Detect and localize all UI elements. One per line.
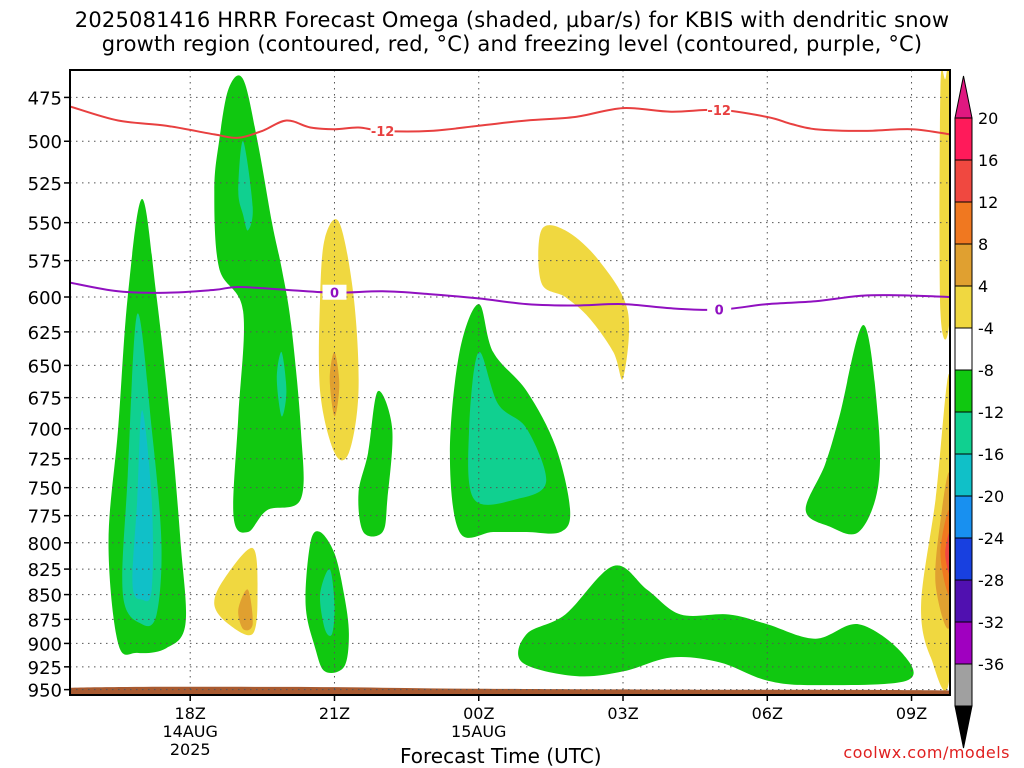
omega-region-5 (276, 351, 287, 417)
x-tick-label: 18Z (175, 704, 206, 723)
omega-region-2 (132, 410, 153, 602)
omega-region-17 (238, 589, 253, 631)
colorbar-swatch-3 (954, 243, 973, 287)
y-tick-label: 650 (28, 356, 62, 377)
y-tick-label: 550 (28, 214, 62, 235)
colorbar-swatch-11 (954, 579, 973, 623)
x-tick-label: 00Z (463, 704, 494, 723)
y-tick-label: 625 (28, 323, 62, 344)
colorbar-label-12: -32 (978, 613, 1004, 632)
colorbar-label-11: -28 (978, 571, 1004, 590)
contour-label-1: -12 (707, 104, 731, 119)
omega-region-13 (318, 219, 359, 461)
y-tick-label: 950 (28, 681, 62, 702)
y-tick-label: 750 (28, 479, 62, 500)
colorbar-label-2: 12 (978, 193, 998, 212)
omega-region-23 (70, 686, 950, 695)
colorbar-label-0: 20 (978, 109, 998, 128)
colorbar-swatch-2 (954, 201, 973, 245)
omega-region-14 (329, 352, 340, 417)
omega-region-21 (945, 531, 950, 575)
y-tick-label: 675 (28, 389, 62, 410)
contour-label-bg (707, 101, 732, 117)
x-axis-label: Forecast Time (UTC) (400, 744, 602, 768)
omega-region-3 (214, 75, 304, 533)
contour-label-0: -12 (371, 125, 395, 140)
colorbar-swatch-13 (954, 663, 973, 707)
x-tick-year: 2025 (170, 740, 211, 759)
colorbar-bottom-arrow (954, 705, 973, 749)
temperature-contours (70, 105, 950, 311)
y-tick-label: 875 (28, 610, 62, 631)
colorbar-top-arrow (954, 75, 973, 119)
contour-labels: -12 -12 0 0 (322, 101, 732, 319)
x-tick-label: 03Z (607, 704, 638, 723)
y-tick-label: 600 (28, 288, 62, 309)
y-axis: 475 500 525 550 575 600 625 650 675 700 725 750 775 8… (28, 88, 70, 702)
colorbar-swatch-0 (954, 117, 973, 161)
y-tick-label: 500 (28, 132, 62, 153)
omega-region-10 (468, 351, 547, 505)
x-tick-label: 21Z (319, 704, 350, 723)
contour-line-0 (70, 105, 950, 139)
y-tick-label: 525 (28, 174, 62, 195)
colorbar-label-4: 4 (978, 277, 988, 296)
omega-region-11 (518, 565, 914, 686)
omega-region-4 (238, 141, 253, 231)
omega-region-8 (358, 390, 393, 537)
chart-title-line2: growth region (contoured, red, °C) and f… (101, 32, 923, 56)
colorbar-swatch-1 (954, 159, 973, 203)
colorbar-swatch-10 (954, 537, 973, 581)
y-tick-label: 925 (28, 658, 62, 679)
colorbar-label-6: -8 (978, 361, 994, 380)
x-tick-date: 15AUG (451, 722, 506, 741)
omega-region-20 (940, 509, 950, 596)
colorbar-label-5: -4 (978, 319, 994, 338)
colorbar-swatch-9 (954, 495, 973, 539)
colorbar-label-9: -20 (978, 487, 1004, 506)
omega-region-15 (538, 225, 630, 380)
y-tick-label: 775 (28, 507, 62, 528)
x-tick-label: 06Z (752, 704, 783, 723)
colorbar: 20 16 12 8 4 -4 -8 -12 -16 -20 -24 -28 -32 -36 (954, 75, 1004, 749)
y-tick-label: 475 (28, 88, 62, 109)
colorbar-swatch-12 (954, 621, 973, 665)
contour-label-3: 0 (715, 304, 724, 319)
site-credit: coolwx.com/models (843, 743, 1010, 762)
chart-title-line1: 2025081416 HRRR Forecast Omega (shaded, … (74, 8, 950, 32)
omega-region-22 (939, 70, 950, 340)
omega-region-7 (319, 568, 335, 636)
omega-region-12 (805, 325, 881, 535)
colorbar-swatch-4 (954, 285, 973, 329)
y-tick-label: 825 (28, 560, 62, 581)
contour-label-bg (707, 301, 732, 317)
x-tick-label: 09Z (896, 704, 927, 723)
colorbar-label-3: 8 (978, 235, 988, 254)
grid-lines (70, 70, 950, 695)
omega-shading (70, 70, 950, 695)
y-tick-label: 800 (28, 534, 62, 555)
y-tick-label: 850 (28, 586, 62, 607)
plot-frame (69, 69, 951, 696)
y-tick-label: 575 (28, 252, 62, 273)
colorbar-label-1: 16 (978, 151, 998, 170)
colorbar-label-13: -36 (978, 655, 1004, 674)
x-tick-date: 14AUG (163, 722, 218, 741)
colorbar-swatch-7 (954, 411, 973, 455)
colorbar-label-10: -24 (978, 529, 1004, 548)
colorbar-label-8: -16 (978, 445, 1004, 464)
y-tick-label: 725 (28, 450, 62, 471)
y-tick-label: 700 (28, 420, 62, 441)
colorbar-label-7: -12 (978, 403, 1004, 422)
contour-label-bg (322, 284, 347, 300)
contour-line-1 (70, 281, 950, 311)
colorbar-swatch-6 (954, 369, 973, 413)
colorbar-swatch-8 (954, 453, 973, 497)
y-tick-label: 900 (28, 634, 62, 655)
contour-label-bg (370, 122, 395, 138)
colorbar-swatch-5 (954, 327, 973, 371)
contour-label-2: 0 (330, 287, 339, 302)
